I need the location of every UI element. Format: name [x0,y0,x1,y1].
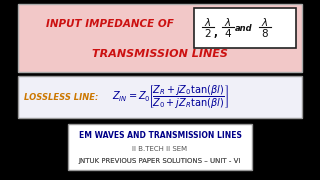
Bar [194,8,296,48]
Text: INPUT IMPEDANCE OF: INPUT IMPEDANCE OF [46,19,174,29]
Text: II B.TECH II SEM: II B.TECH II SEM [132,146,188,152]
Text: $\lambda$: $\lambda$ [261,16,269,28]
Text: JNTUK PREVIOUS PAPER SOLUTIONS – UNIT - VI: JNTUK PREVIOUS PAPER SOLUTIONS – UNIT - … [79,158,241,164]
Text: $\lambda$: $\lambda$ [224,16,232,28]
Text: and: and [235,24,253,33]
Text: $8$: $8$ [261,27,269,39]
Text: $4$: $4$ [224,27,232,39]
Bar [18,76,302,118]
Text: ,: , [214,28,218,38]
Bar [68,124,252,170]
Text: $2$: $2$ [204,27,212,39]
Text: JNTUK PREVIOUS PAPER SOLUTIONS – UNIT - VI: JNTUK PREVIOUS PAPER SOLUTIONS – UNIT - … [79,158,241,164]
Text: TRANSMISSION LINES: TRANSMISSION LINES [92,49,228,59]
Text: $Z_{IN} = Z_0\!\left[\dfrac{Z_R + jZ_0\tan(\beta l)}{Z_0 + jZ_R\tan(\beta l)}\ri: $Z_{IN} = Z_0\!\left[\dfrac{Z_R + jZ_0\t… [112,84,229,111]
Text: EM WAVES AND TRANSMISSION LINES: EM WAVES AND TRANSMISSION LINES [79,132,241,141]
Text: $\lambda$: $\lambda$ [204,16,212,28]
Bar [18,4,302,72]
Text: LOSSLESS LINE:: LOSSLESS LINE: [24,93,98,102]
